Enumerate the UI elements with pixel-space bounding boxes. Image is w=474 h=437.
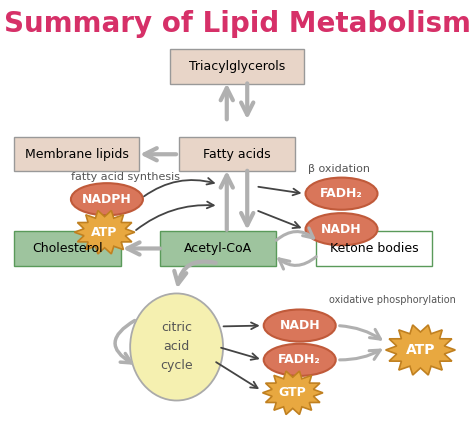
Text: NADH: NADH (321, 223, 362, 236)
FancyBboxPatch shape (179, 137, 295, 171)
FancyBboxPatch shape (316, 231, 432, 266)
Text: Acetyl-CoA: Acetyl-CoA (184, 242, 253, 255)
Text: β oxidation: β oxidation (308, 164, 370, 174)
FancyBboxPatch shape (160, 231, 276, 266)
Text: Ketone bodies: Ketone bodies (330, 242, 419, 255)
Text: Summary of Lipid Metabolism: Summary of Lipid Metabolism (3, 10, 471, 38)
Ellipse shape (306, 177, 377, 210)
Text: ATP: ATP (91, 225, 118, 239)
Text: fatty acid synthesis: fatty acid synthesis (71, 172, 180, 181)
FancyBboxPatch shape (170, 49, 304, 83)
Ellipse shape (71, 183, 143, 215)
Text: oxidative phosphorylation: oxidative phosphorylation (329, 295, 456, 305)
Text: FADH₂: FADH₂ (278, 354, 321, 366)
FancyBboxPatch shape (14, 137, 139, 171)
Text: ATP: ATP (406, 343, 435, 357)
Text: Fatty acids: Fatty acids (203, 148, 271, 161)
Text: citric
acid
cycle: citric acid cycle (160, 322, 193, 372)
Ellipse shape (130, 294, 223, 400)
Text: Triacylglycerols: Triacylglycerols (189, 60, 285, 73)
Text: GTP: GTP (279, 386, 307, 399)
Text: NADPH: NADPH (82, 193, 132, 206)
Polygon shape (74, 211, 135, 254)
Polygon shape (263, 371, 323, 415)
Text: Cholesterol: Cholesterol (32, 242, 103, 255)
Text: NADH: NADH (279, 319, 320, 332)
Ellipse shape (306, 213, 377, 245)
Text: FADH₂: FADH₂ (320, 187, 363, 200)
Ellipse shape (264, 344, 336, 376)
Polygon shape (386, 325, 456, 375)
Text: Membrane lipids: Membrane lipids (25, 148, 128, 161)
FancyBboxPatch shape (14, 231, 121, 266)
Ellipse shape (264, 309, 336, 342)
